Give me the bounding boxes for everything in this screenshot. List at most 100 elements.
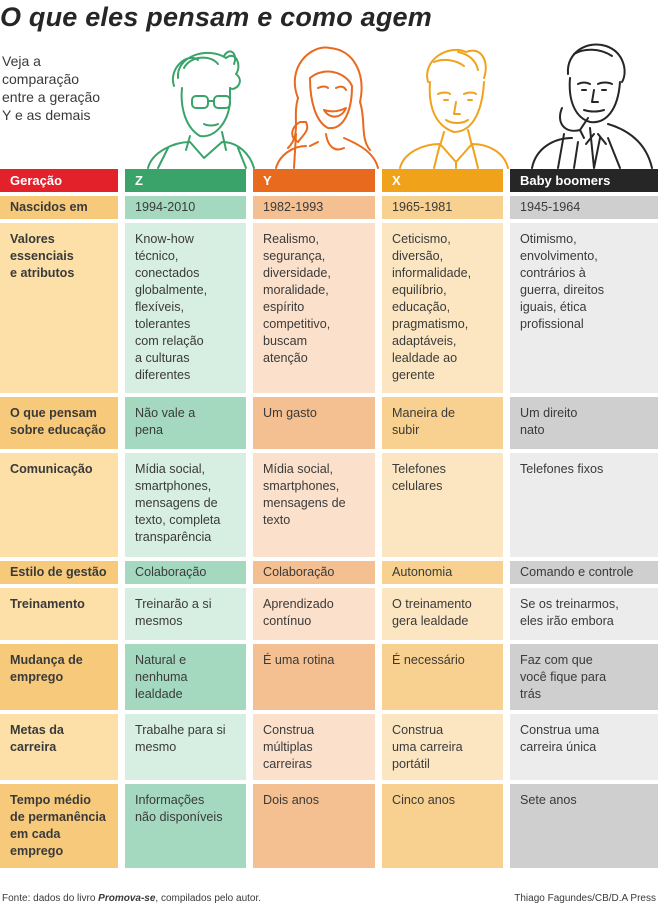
cell-line: conectados	[135, 266, 200, 280]
row-label: Tempo médio de permanência em cada emprego	[0, 784, 118, 868]
source-suffix: , compilados pelo autor.	[155, 893, 262, 904]
row-label: Mudança de emprego	[0, 644, 118, 710]
cell-line: buscam	[263, 334, 308, 348]
cell-x: 1965-1981	[382, 196, 503, 219]
cell-line: em cada	[10, 827, 61, 841]
cell-line: Informações	[135, 793, 205, 807]
cell-line: 1965-1981	[392, 200, 453, 214]
cell-line: Colaboração	[263, 565, 335, 579]
intro-line: Veja a	[2, 53, 41, 69]
cell-line: O que pensam	[10, 406, 97, 420]
cell-line: nato	[520, 423, 545, 437]
cell-line: Realismo,	[263, 232, 319, 246]
header-label: Geração	[0, 169, 118, 192]
cell-line: segurança,	[263, 249, 326, 263]
cell-line: transparência	[135, 530, 212, 544]
cell-line: Nascidos em	[10, 200, 88, 214]
cell-line: Construa	[263, 723, 315, 737]
cell-line: Tempo médio	[10, 793, 91, 807]
gen-z-portrait	[138, 38, 256, 169]
cell-line: Know-how	[135, 232, 194, 246]
cell-line: Treinamento	[10, 597, 85, 611]
cell-line: 1945-1964	[520, 200, 581, 214]
cell-line: guerra, direitos	[520, 283, 604, 297]
cell-line: gera lealdade	[392, 614, 469, 628]
cell-line: Faz com que	[520, 653, 593, 667]
cell-line: mensagens de	[135, 496, 218, 510]
cell-line: subir	[392, 423, 420, 437]
cell-line: Mídia social,	[263, 462, 333, 476]
cell-line: mesmo	[135, 740, 177, 754]
cell-line: Estilo de gestão	[10, 565, 107, 579]
cell-line: nenhuma	[135, 670, 188, 684]
cell-line: mesmos	[135, 614, 183, 628]
cell-line: educação,	[392, 300, 451, 314]
cell-line: iguais, ética	[520, 300, 587, 314]
cell-line: técnico,	[135, 249, 179, 263]
cell-x: Ceticismo, diversão, informalidade, equilíb…	[382, 223, 503, 393]
cell-line: 1994-2010	[135, 200, 196, 214]
cell-x: O treinamento gera lealdade	[382, 588, 503, 640]
row-label: O que pensam sobre educação	[0, 397, 118, 449]
cell-line: e atributos	[10, 266, 75, 280]
cell-line: não disponíveis	[135, 810, 223, 824]
cell-bb: Telefones fixos	[510, 453, 658, 557]
cell-x: Cinco anos	[382, 784, 503, 868]
cell-line: profissional	[520, 317, 584, 331]
cell-line: tolerantes	[135, 317, 191, 331]
cell-z: 1994-2010	[125, 196, 246, 219]
cell-y: Colaboração	[253, 561, 375, 584]
cell-line: 1982-1993	[263, 200, 324, 214]
cell-line: Treinarão a si	[135, 597, 212, 611]
cell-line: Se os treinarmos,	[520, 597, 619, 611]
cell-line: Maneira de	[392, 406, 456, 420]
cell-x: Telefones celulares	[382, 453, 503, 557]
cell-line: Mídia social,	[135, 462, 205, 476]
cell-line: carreira única	[520, 740, 597, 754]
cell-bb: Otimismo, envolvimento, contrários à guerra…	[510, 223, 658, 393]
cell-bb: Se os treinarmos, eles irão embora	[510, 588, 658, 640]
intro-line: entre a geração	[2, 89, 101, 105]
cell-x: Maneira de subir	[382, 397, 503, 449]
cell-line: pragmatismo,	[392, 317, 469, 331]
cell-line: diversão,	[392, 249, 444, 263]
cell-line: texto	[263, 513, 291, 527]
gen-x-portrait	[394, 38, 512, 169]
cell-line: moralidade,	[263, 283, 329, 297]
row-label: Valores essenciais e atributos	[0, 223, 118, 393]
cell-line: Construa	[392, 723, 444, 737]
cell-line: Comunicação	[10, 462, 93, 476]
cell-y: É uma rotina	[253, 644, 375, 710]
cell-line: lealdade	[135, 687, 183, 701]
cell-line: carreiras	[263, 757, 312, 771]
cell-bb: Faz com que você fique para trás	[510, 644, 658, 710]
cell-z: Informações não disponíveis	[125, 784, 246, 868]
cell-line: informalidade,	[392, 266, 472, 280]
cell-line: múltiplas	[263, 740, 313, 754]
cell-line: pena	[135, 423, 164, 437]
cell-z: Não vale a pena	[125, 397, 246, 449]
cell-z: Trabalhe para si mesmo	[125, 714, 246, 780]
cell-x: Autonomia	[382, 561, 503, 584]
cell-line: Comando e controle	[520, 565, 634, 579]
cell-bb: Sete anos	[510, 784, 658, 868]
cell-line: Dois anos	[263, 793, 320, 807]
cell-line: lealdade ao	[392, 351, 458, 365]
row-label: Comunicação	[0, 453, 118, 557]
cell-line: adaptáveis,	[392, 334, 457, 348]
cell-line: com relação	[135, 334, 204, 348]
cell-line: globalmente,	[135, 283, 208, 297]
cell-y: Construa múltiplas carreiras	[253, 714, 375, 780]
header-x: X	[382, 169, 503, 192]
cell-z: Treinarão a si mesmos	[125, 588, 246, 640]
cell-y: Um gasto	[253, 397, 375, 449]
cell-line: equilíbrio,	[392, 283, 447, 297]
cell-line: eles irão embora	[520, 614, 614, 628]
cell-line: emprego	[10, 670, 64, 684]
cell-line: Otimismo,	[520, 232, 577, 246]
cell-line: espírito	[263, 300, 305, 314]
row-label: Metas da carreira	[0, 714, 118, 780]
cell-y: Realismo, segurança, diversidade, moralidad…	[253, 223, 375, 393]
header-z: Z	[125, 169, 246, 192]
cell-line: Construa uma	[520, 723, 600, 737]
